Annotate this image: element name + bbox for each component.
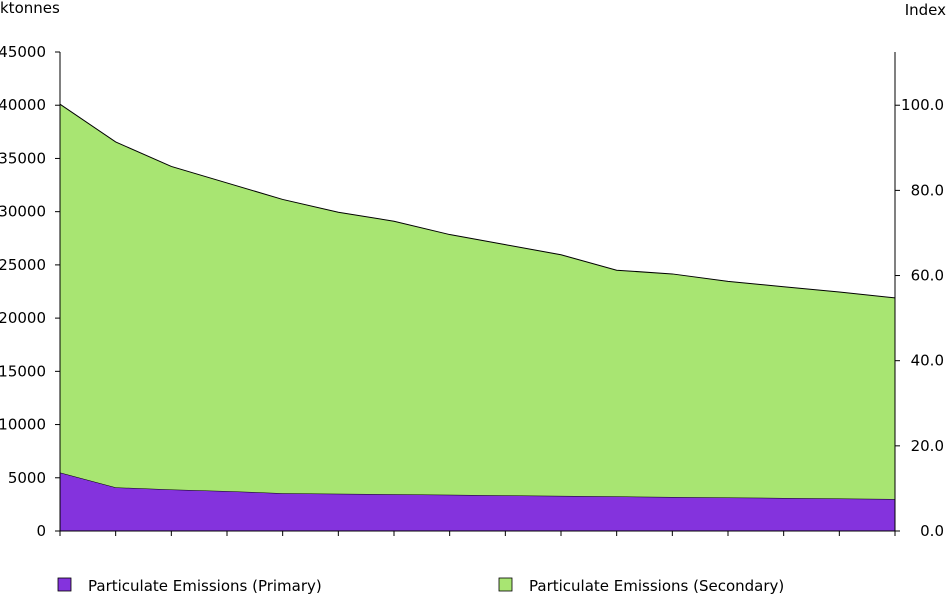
area-top-line-1 (59, 103, 896, 299)
right-tick-label: 60.0 (911, 267, 944, 285)
left-tick-label: 20000 (0, 309, 46, 327)
legend-label-primary: Particulate Emissions (Primary) (88, 577, 322, 594)
left-axis-title: ktonnes (0, 0, 60, 17)
left-tick-label: 45000 (0, 43, 46, 61)
right-y-ticks: 0.0 20.0 40.0 60.0 80.0 100.0 (895, 96, 944, 540)
left-tick-label: 40000 (0, 96, 46, 114)
legend: Particulate Emissions (Primary) Particul… (57, 577, 784, 594)
legend-item-primary: Particulate Emissions (Primary) (57, 577, 322, 594)
left-tick-label: 30000 (0, 203, 46, 221)
left-y-ticks: 0 5000 10000 15000 20000 25000 30000 35000 40000… (0, 43, 60, 540)
area-series-group (59, 103, 896, 531)
right-tick-label: 100.0 (901, 96, 944, 114)
axes-group (59, 52, 896, 532)
right-tick-label: 20.0 (911, 437, 944, 455)
area-series-1 (60, 104, 895, 500)
left-tick-label: 35000 (0, 149, 46, 167)
left-tick-label: 15000 (0, 362, 46, 380)
x-ticks (59, 531, 896, 536)
right-axis-title: Index (905, 1, 946, 19)
left-tick-label: 10000 (0, 416, 46, 434)
right-tick-label: 80.0 (911, 181, 944, 199)
legend-item-secondary: Particulate Emissions (Secondary) (498, 577, 784, 594)
legend-swatch-secondary (498, 577, 513, 592)
area-series-0 (60, 472, 895, 531)
right-tick-label: 40.0 (911, 352, 944, 370)
legend-label-secondary: Particulate Emissions (Secondary) (529, 577, 784, 594)
legend-swatch-primary (57, 577, 72, 592)
left-tick-label: 0 (36, 522, 46, 540)
left-tick-label: 25000 (0, 256, 46, 274)
left-tick-label: 5000 (8, 469, 46, 487)
right-tick-label: 0.0 (920, 522, 944, 540)
